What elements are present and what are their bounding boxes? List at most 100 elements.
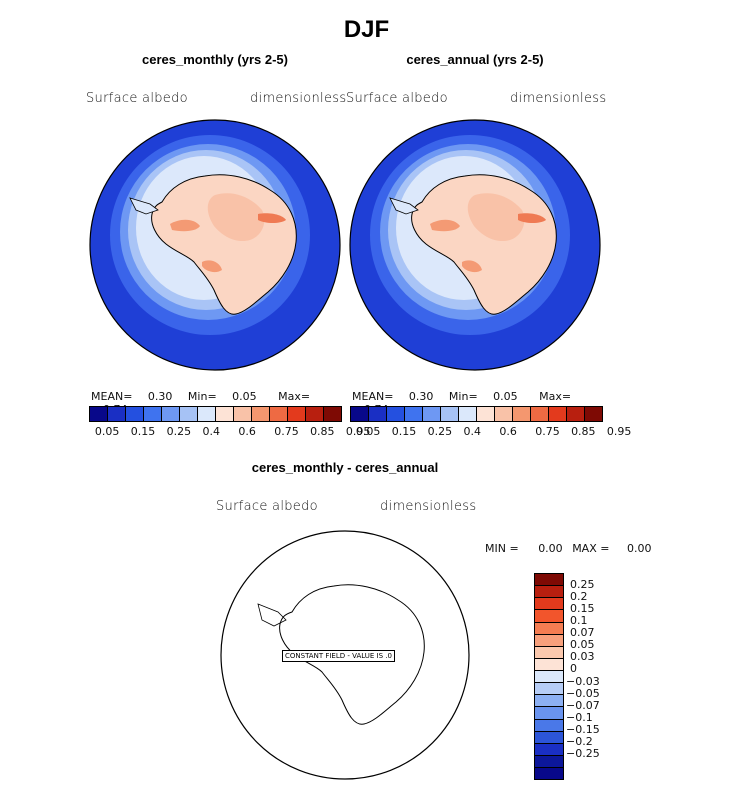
min-label: Min=	[448, 390, 478, 403]
colorbar-tick-label: 0.75	[274, 425, 299, 438]
colorbar-segment	[369, 407, 387, 421]
min-label: Min=	[187, 390, 217, 403]
colorbar-segment	[387, 407, 405, 421]
mean-label: MEAN=	[352, 390, 394, 403]
colorbar-tick-label: 0.15	[130, 425, 156, 438]
colorbar-tick-label: 0.15	[570, 602, 595, 616]
max-value: 0.00	[626, 542, 652, 555]
colorbar-tick-label: −0.25	[566, 746, 600, 760]
colorbar-tick-label: 0.85	[571, 425, 596, 438]
panel2-title: ceres_annual (yrs 2-5)	[406, 52, 544, 67]
colorbar-segment	[535, 719, 563, 732]
colorbar-tick-label: 0.15	[391, 425, 417, 438]
colorbar-tick-label: 0.4	[463, 425, 482, 438]
colorbar-tick-label: −0.03	[566, 674, 600, 688]
colorbar-tick-label: 0.75	[535, 425, 560, 438]
colorbar-tick-label: 0.05	[94, 425, 120, 438]
colorbar-segment	[549, 407, 567, 421]
colorbar-segment	[535, 622, 563, 635]
colorbar-tick-label: −0.1	[566, 710, 593, 724]
colorbar-segment	[144, 407, 162, 421]
min-label: MIN =	[485, 542, 519, 555]
colorbar-tick-label: 0.6	[238, 425, 256, 438]
mean-label: MEAN=	[91, 390, 133, 403]
colorbar-segment	[108, 407, 126, 421]
ronne-ice-shelf	[170, 219, 200, 232]
colorbar-segment	[535, 683, 563, 696]
max-label: MAX =	[572, 542, 610, 555]
colorbar-segment	[306, 407, 324, 421]
colorbar-segment	[535, 610, 563, 623]
panel2-colorbar-ticks: 0.05 0.15 0.25 0.4 0.6 0.75 0.85 0.95	[350, 425, 632, 439]
diff-title: ceres_monthly - ceres_annual	[251, 460, 439, 475]
colorbar-segment	[252, 407, 270, 421]
colorbar-segment	[535, 574, 563, 587]
diff-var-label: Surface albedo	[216, 499, 318, 514]
ronne-ice-shelf	[430, 219, 460, 232]
colorbar-segment	[535, 634, 563, 647]
min-value: 0.05	[493, 390, 518, 403]
constant-field-label: CONSTANT FIELD - VALUE IS .0	[282, 650, 395, 662]
plateau-high-albedo	[467, 193, 525, 242]
colorbar-segment	[535, 768, 563, 780]
amery-ice-shelf	[462, 260, 482, 273]
antarctica-outline	[279, 584, 425, 725]
colorbar-tick-label: 0.25	[427, 425, 453, 438]
colorbar-segment	[180, 407, 198, 421]
colorbar-tick-label: 0.95	[606, 425, 632, 438]
panel1-colorbar	[89, 406, 342, 422]
max-label: Max=	[278, 390, 311, 403]
min-value: 0.00	[538, 542, 563, 555]
colorbar-tick-label: 0.6	[499, 425, 517, 438]
colorbar-segment	[535, 646, 563, 659]
colorbar-segment	[234, 407, 252, 421]
colorbar-tick-label: −0.2	[566, 734, 593, 748]
colorbar-segment	[270, 407, 288, 421]
colorbar-segment	[477, 407, 495, 421]
colorbar-segment	[405, 407, 423, 421]
colorbar-tick-label: 0.85	[310, 425, 335, 438]
amery-ice-shelf	[202, 260, 222, 273]
colorbar-tick-label: −0.05	[566, 686, 600, 700]
colorbar-segment	[90, 407, 108, 421]
colorbar-tick-label: 0.4	[202, 425, 221, 438]
colorbar-segment	[535, 658, 563, 671]
colorbar-segment	[459, 407, 477, 421]
colorbar-segment	[513, 407, 531, 421]
min-value: 0.05	[232, 390, 257, 403]
colorbar-segment	[198, 407, 216, 421]
colorbar-segment	[535, 598, 563, 611]
colorbar-tick-label: −0.07	[566, 698, 600, 712]
ross-ice-shelf	[258, 213, 286, 223]
panel1-var-label: Surface albedo	[86, 91, 188, 106]
colorbar-segment	[441, 407, 459, 421]
panel1-map-border	[89, 119, 341, 371]
colorbar-tick-label: 0.25	[570, 578, 595, 592]
panel1-colorbar-ticks: 0.05 0.15 0.25 0.4 0.6 0.75 0.85 0.95	[89, 425, 371, 439]
colorbar-segment	[585, 407, 602, 421]
peninsula	[389, 197, 419, 215]
colorbar-segment	[567, 407, 585, 421]
max-label: Max=	[539, 390, 572, 403]
colorbar-segment	[324, 407, 341, 421]
colorbar-segment	[162, 407, 180, 421]
mean-value: 0.30	[408, 390, 434, 403]
colorbar-tick-label: 0.07	[570, 626, 595, 640]
panel2-var-label: Surface albedo	[346, 91, 448, 106]
peninsula	[129, 197, 159, 215]
peninsula-outline	[257, 603, 287, 627]
colorbar-segment	[535, 671, 563, 684]
panel2-units: dimensionless	[510, 91, 607, 106]
colorbar-segment	[423, 407, 441, 421]
panel1-units: dimensionless	[250, 91, 347, 106]
colorbar-segment	[288, 407, 306, 421]
colorbar-segment	[126, 407, 144, 421]
colorbar-segment	[535, 586, 563, 599]
colorbar-tick-label: 0.03	[570, 650, 595, 664]
colorbar-segment	[535, 755, 563, 768]
colorbar-tick-label: −0.15	[566, 722, 600, 736]
panel2-colorbar	[350, 406, 603, 422]
colorbar-tick-label: 0	[570, 662, 577, 676]
